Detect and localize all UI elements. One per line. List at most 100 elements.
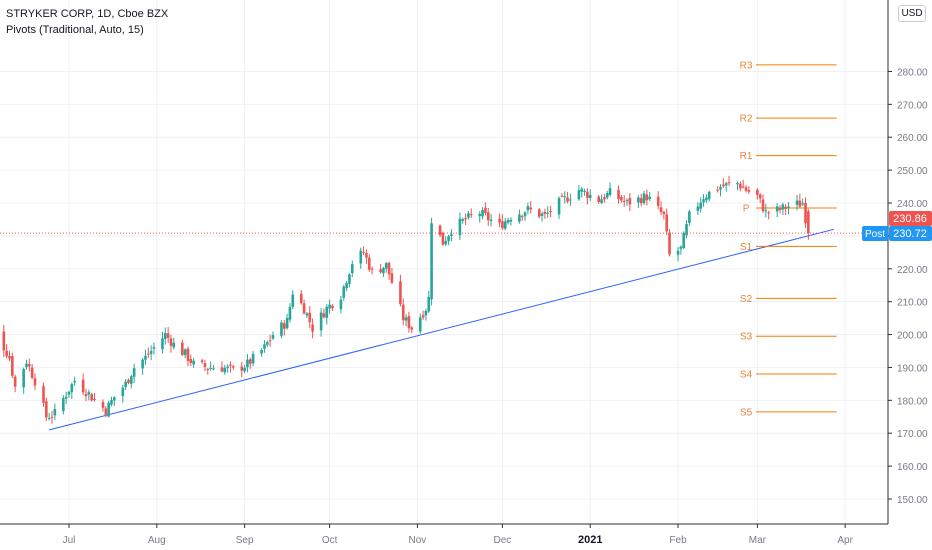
post-price-badge [889, 226, 932, 241]
candle-body [350, 264, 354, 274]
y-tick-label: 250.00 [897, 166, 928, 177]
candle-body [240, 366, 244, 371]
y-tick-label: 180.00 [897, 396, 928, 407]
candle-body [600, 199, 603, 203]
candle-body [566, 197, 569, 202]
candle-body [741, 186, 745, 188]
candle-body [8, 356, 11, 359]
candle-body [637, 197, 640, 203]
candle-body [583, 190, 586, 192]
symbol-title[interactable]: STRYKER CORP, 1D, Cboe BZX [6, 8, 169, 20]
candle-body [617, 189, 620, 199]
x-tick-label: Nov [409, 535, 427, 546]
candle-body [367, 257, 371, 270]
candle-body [299, 293, 303, 304]
candle-body [784, 206, 787, 209]
candle-body [282, 323, 286, 329]
candle-body [144, 355, 147, 360]
x-tick-label: Oct [322, 535, 338, 546]
candle-body [206, 369, 210, 371]
candle-body [588, 194, 592, 199]
candle-body [285, 318, 289, 329]
candle-body [302, 303, 306, 314]
candle-body [424, 310, 428, 316]
candle-body [53, 408, 57, 416]
candle-body [503, 221, 507, 229]
candle-body [520, 216, 524, 218]
candle-body [461, 219, 465, 221]
candle-body [319, 312, 323, 331]
y-tick-label: 260.00 [897, 133, 928, 144]
pivot-label-r3: R3 [740, 60, 753, 71]
candle-body [260, 349, 263, 354]
candle-body [325, 306, 329, 318]
candle-body [781, 204, 785, 210]
candle-body [50, 416, 54, 418]
x-tick-label: Sep [236, 535, 254, 546]
candle-body [127, 379, 130, 383]
candle-body [540, 213, 544, 216]
candle-body [379, 269, 382, 273]
candle-body [166, 333, 170, 338]
candle-body [410, 327, 414, 330]
candle-body [801, 203, 804, 205]
candle-body [113, 397, 116, 401]
candle-body [331, 305, 334, 309]
candle-body [642, 193, 646, 203]
candle-body [42, 386, 45, 403]
currency-badge[interactable]: USD [898, 5, 926, 22]
candle-body [722, 184, 725, 187]
price-axis-background [888, 0, 932, 524]
candle-body [132, 368, 136, 377]
candle-body [271, 335, 275, 339]
candle-body [537, 209, 541, 217]
candle-body [707, 191, 711, 200]
candle-body [212, 368, 215, 370]
candle-body [529, 207, 533, 210]
candle-body [149, 351, 153, 354]
candle-body [758, 194, 762, 199]
candle-body [265, 342, 269, 345]
candle-body [2, 331, 6, 351]
candle-body [622, 200, 626, 202]
x-tick-label: Feb [669, 535, 687, 546]
candle-body [387, 262, 391, 275]
candle-body [328, 304, 331, 309]
candle-body [33, 378, 37, 386]
candle-body [172, 342, 176, 348]
candle-body [70, 384, 74, 393]
candle-body [509, 219, 513, 222]
candle-body [625, 199, 629, 201]
pivot-levels: R3 R2 R1 P S1 S2 S3 S4 S5 [740, 60, 837, 418]
candle-body [5, 350, 8, 357]
candle-body [226, 366, 229, 368]
candle-body [209, 367, 212, 369]
candle-body [676, 250, 680, 255]
candle-body [557, 197, 561, 215]
candle-body [804, 203, 807, 224]
candle-body [688, 211, 691, 223]
candle-body [543, 211, 547, 214]
candle-body [359, 250, 363, 264]
indicator-title[interactable]: Pivots (Traditional, Auto, 15) [6, 24, 144, 36]
candle-body [506, 220, 510, 223]
candle-body [756, 189, 759, 195]
time-axis[interactable]: Jul Aug Sep Oct Nov Dec 2021 Feb Mar Apr [63, 524, 854, 546]
pivot-label-s4: S4 [740, 370, 753, 381]
y-tick-label: 270.00 [897, 100, 928, 111]
y-tick-label: 220.00 [897, 265, 928, 276]
candle-body [345, 283, 348, 289]
price-badges: 230.86 Post 230.72 [862, 211, 932, 241]
candle-body [682, 233, 686, 249]
y-tick-label: 280.00 [897, 67, 928, 78]
candle-body [288, 306, 292, 320]
candle-body [580, 188, 584, 192]
candle-body [189, 359, 193, 363]
candle-body [501, 221, 504, 229]
candle-body [203, 363, 207, 367]
candle-body [798, 200, 802, 207]
candle-body [268, 340, 272, 342]
candle-body [736, 183, 739, 185]
candle-body [498, 218, 501, 223]
